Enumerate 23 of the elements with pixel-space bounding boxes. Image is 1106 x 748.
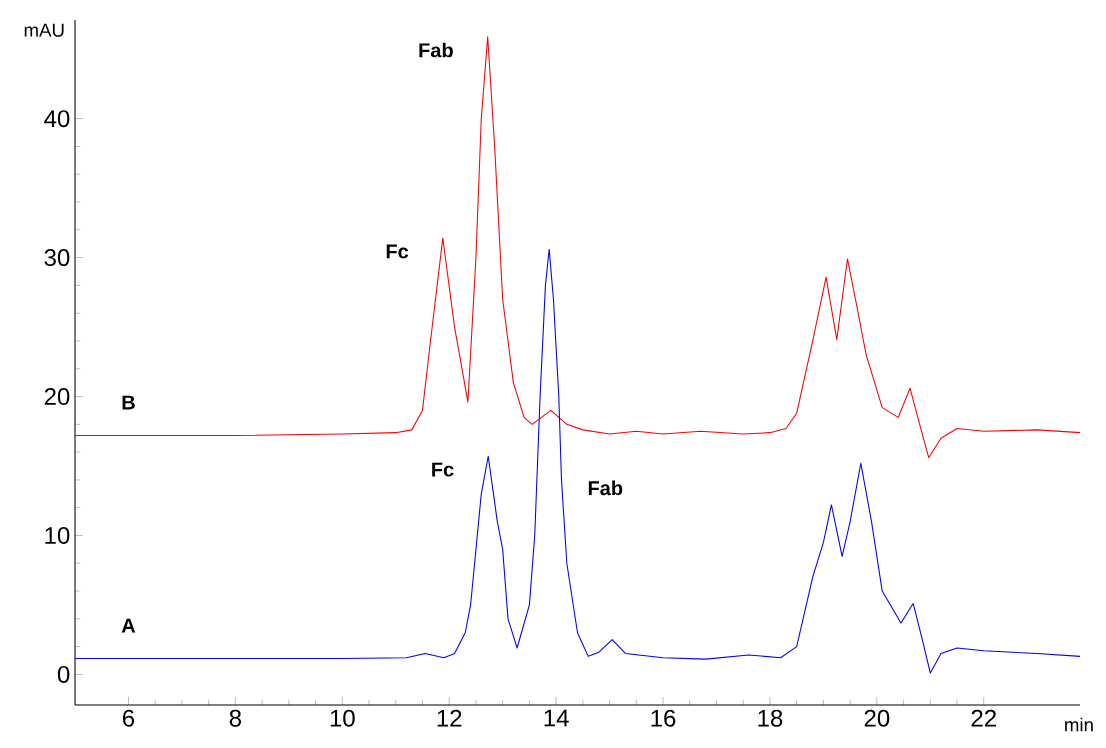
y-tick-label: 40 [44,110,70,128]
annotation: Fab [588,480,623,496]
y-tick-label: 10 [45,526,70,544]
x-tick-label: 18 [758,709,783,727]
y-tick-label: 0 [57,665,70,683]
x-tick-label: 10 [330,709,355,727]
x-tick-label: 12 [437,709,462,727]
annotation: Fc [432,462,454,477]
annotation: Fc [386,244,409,259]
x-tick-label: 22 [971,709,996,727]
x-tick-label: 6 [123,709,135,727]
series-label: A [121,618,136,633]
y-tick-label: 20 [44,388,70,406]
series-label: B [122,395,135,410]
x-tick-label: 16 [651,709,676,727]
x-tick-label: 14 [544,709,569,727]
line-series [74,36,1081,459]
y-tick-label: 30 [44,249,70,267]
x-tick-label: 20 [864,709,890,727]
annotation: Fab [419,42,453,58]
x-axis-title: min [1065,717,1093,732]
y-axis-title: mAU [24,23,64,37]
x-tick-label: 8 [229,709,242,727]
